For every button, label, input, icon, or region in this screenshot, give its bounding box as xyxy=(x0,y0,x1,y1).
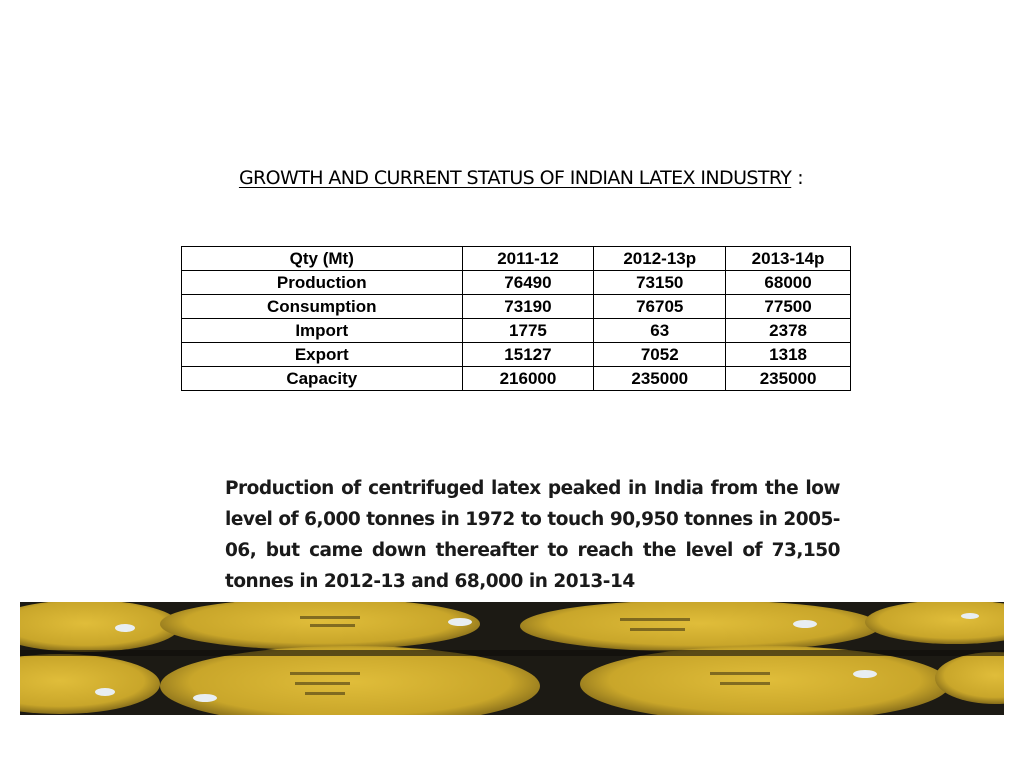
latex-drums-photo xyxy=(20,602,1004,715)
table-cell: 77500 xyxy=(725,294,851,319)
latex-stats-table: Qty (Mt) 2011-12 2012-13p 2013-14p Produ… xyxy=(181,246,851,391)
drum-top-3 xyxy=(520,602,880,652)
row-label: Capacity xyxy=(181,366,463,391)
drum-bottom-1 xyxy=(20,654,160,714)
table-cell: 2378 xyxy=(725,318,851,343)
table-cell: 235000 xyxy=(593,366,727,391)
slide-title: GROWTH AND CURRENT STATUS OF INDIAN LATE… xyxy=(0,167,1024,189)
drum-top-4 xyxy=(865,602,1004,644)
header-2013-14p: 2013-14p xyxy=(725,246,851,271)
table-cell: 68000 xyxy=(725,270,851,295)
header-2011-12: 2011-12 xyxy=(461,246,595,271)
row-label: Import xyxy=(181,318,463,343)
table-cell: 216000 xyxy=(461,366,595,391)
table-row: Export 15127 7052 1318 xyxy=(181,342,851,367)
table-row: Consumption 73190 76705 77500 xyxy=(181,294,851,319)
table-row: Import 1775 63 2378 xyxy=(181,318,851,343)
summary-paragraph: Production of centrifuged latex peaked i… xyxy=(225,478,841,592)
title-heading: GROWTH AND CURRENT STATUS OF INDIAN LATE… xyxy=(238,167,792,189)
drum-bottom-4 xyxy=(935,652,1004,704)
table-cell: 73150 xyxy=(593,270,727,295)
table-cell: 7052 xyxy=(593,342,727,367)
table-header-row: Qty (Mt) 2011-12 2012-13p 2013-14p xyxy=(181,246,851,271)
table-cell: 73190 xyxy=(461,294,595,319)
table-cell: 1318 xyxy=(725,342,851,367)
row-label: Consumption xyxy=(181,294,463,319)
drum-bottom-3 xyxy=(580,646,950,715)
table-row: Capacity 216000 235000 235000 xyxy=(181,366,851,391)
title-colon: : xyxy=(797,167,804,189)
drums-illustration xyxy=(20,602,1004,715)
table-cell: 63 xyxy=(593,318,727,343)
table-cell: 15127 xyxy=(461,342,595,367)
table-cell: 1775 xyxy=(461,318,595,343)
row-label: Production xyxy=(181,270,463,295)
table-row: Production 76490 73150 68000 xyxy=(181,270,851,295)
table-cell: 76490 xyxy=(461,270,595,295)
drum-bottom-2 xyxy=(160,646,540,715)
header-2012-13p: 2012-13p xyxy=(593,246,727,271)
row-label: Export xyxy=(181,342,463,367)
drum-top-1 xyxy=(20,602,180,652)
table-cell: 76705 xyxy=(593,294,727,319)
header-qty: Qty (Mt) xyxy=(181,246,463,271)
table-cell: 235000 xyxy=(725,366,851,391)
